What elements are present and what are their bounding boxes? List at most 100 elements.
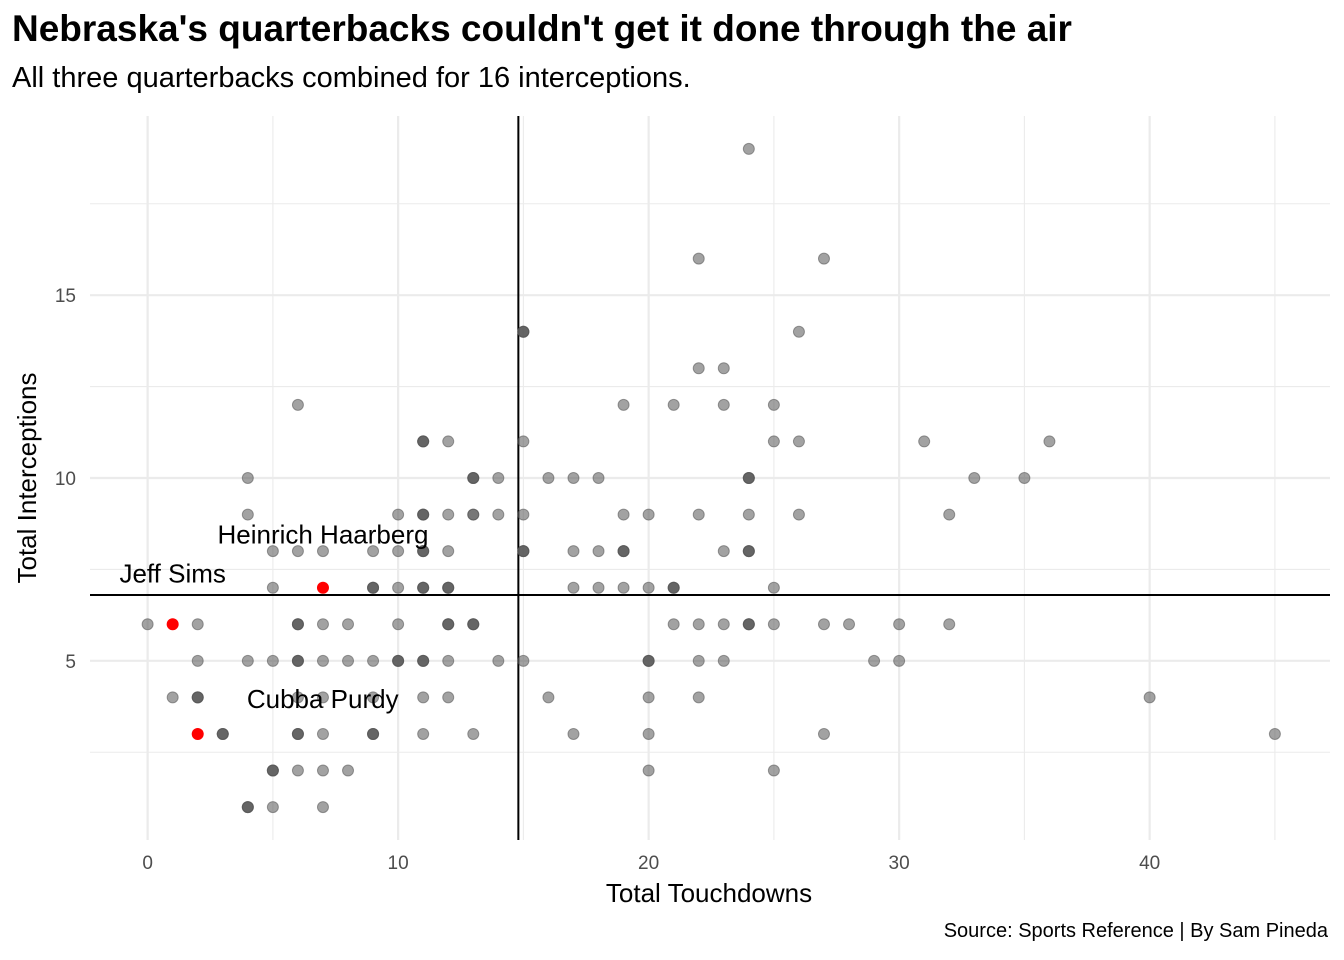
data-point <box>592 472 605 484</box>
data-point <box>467 508 480 521</box>
data-point <box>692 691 705 704</box>
data-point <box>417 654 430 667</box>
data-point <box>517 508 530 521</box>
data-point <box>216 727 229 740</box>
data-point <box>893 618 906 631</box>
data-point <box>817 727 830 740</box>
data-point <box>617 581 630 594</box>
data-point <box>417 691 430 704</box>
data-point <box>367 654 380 667</box>
data-point <box>241 801 254 814</box>
data-point <box>968 472 981 484</box>
data-point <box>316 727 329 740</box>
grid-lines <box>90 116 1330 840</box>
data-point <box>642 764 655 777</box>
data-point <box>367 581 380 594</box>
highlight-point <box>166 618 179 631</box>
source-caption: Source: Sports Reference | By Sam Pineda <box>943 920 1328 942</box>
data-point <box>342 654 355 667</box>
data-point <box>316 801 329 814</box>
data-point <box>742 508 755 521</box>
data-point <box>742 545 755 558</box>
data-point <box>868 654 881 667</box>
data-point <box>692 362 705 375</box>
data-point <box>717 654 730 667</box>
data-point <box>642 727 655 740</box>
data-point <box>316 764 329 777</box>
data-point <box>717 398 730 411</box>
data-point <box>817 252 830 265</box>
data-point <box>692 508 705 521</box>
x-tick-label: 30 <box>889 853 910 874</box>
data-point <box>291 618 304 631</box>
data-point <box>742 142 755 155</box>
data-point <box>492 472 505 484</box>
data-point <box>191 691 204 704</box>
x-tick-label: 20 <box>638 853 659 874</box>
data-point <box>266 764 279 777</box>
data-point <box>517 435 530 448</box>
x-tick-label: 0 <box>142 853 153 874</box>
data-point <box>316 691 329 704</box>
data-point <box>517 545 530 558</box>
x-tick-label: 40 <box>1139 853 1160 874</box>
data-point <box>567 581 580 594</box>
chart-subtitle: All three quarterbacks combined for 16 i… <box>12 62 691 94</box>
data-point <box>492 508 505 521</box>
data-point <box>767 435 780 448</box>
highlight-label: Cubba Purdy <box>247 684 399 714</box>
data-point <box>542 691 555 704</box>
data-point <box>792 325 805 338</box>
data-point <box>342 764 355 777</box>
data-point <box>291 727 304 740</box>
data-point <box>367 691 380 704</box>
data-point <box>442 508 455 521</box>
data-point <box>241 472 254 484</box>
data-point <box>592 581 605 594</box>
data-point <box>442 435 455 448</box>
highlight-point <box>191 727 204 740</box>
data-point <box>467 472 480 484</box>
data-point <box>517 325 530 338</box>
data-point <box>1018 472 1031 484</box>
data-point <box>442 654 455 667</box>
data-point <box>316 654 329 667</box>
data-point <box>191 618 204 631</box>
data-point <box>316 545 329 558</box>
data-point <box>392 618 405 631</box>
data-point <box>567 472 580 484</box>
data-point <box>617 545 630 558</box>
data-point <box>667 398 680 411</box>
data-point <box>592 545 605 558</box>
highlight-label: Jeff Sims <box>119 558 225 588</box>
data-point <box>442 691 455 704</box>
data-point <box>266 654 279 667</box>
data-point <box>467 618 480 631</box>
data-point <box>266 545 279 558</box>
data-point <box>717 618 730 631</box>
data-point <box>241 508 254 521</box>
data-point <box>517 654 530 667</box>
data-point <box>742 472 755 484</box>
data-point <box>291 545 304 558</box>
data-point <box>291 764 304 777</box>
highlight-labels: Jeff Sims Heinrich Haarberg Cubba Purdy <box>119 520 428 714</box>
data-point <box>692 654 705 667</box>
data-point <box>918 435 931 448</box>
data-point <box>943 618 956 631</box>
data-point <box>392 545 405 558</box>
highlight-point <box>316 581 329 594</box>
data-point <box>392 654 405 667</box>
data-point <box>893 654 906 667</box>
data-point <box>642 581 655 594</box>
reference-lines <box>90 116 1330 840</box>
data-point <box>442 581 455 594</box>
data-point <box>342 618 355 631</box>
data-point <box>692 618 705 631</box>
data-point <box>617 398 630 411</box>
data-point <box>692 252 705 265</box>
data-point <box>767 398 780 411</box>
data-point <box>1268 727 1281 740</box>
data-point <box>642 654 655 667</box>
data-point <box>417 581 430 594</box>
